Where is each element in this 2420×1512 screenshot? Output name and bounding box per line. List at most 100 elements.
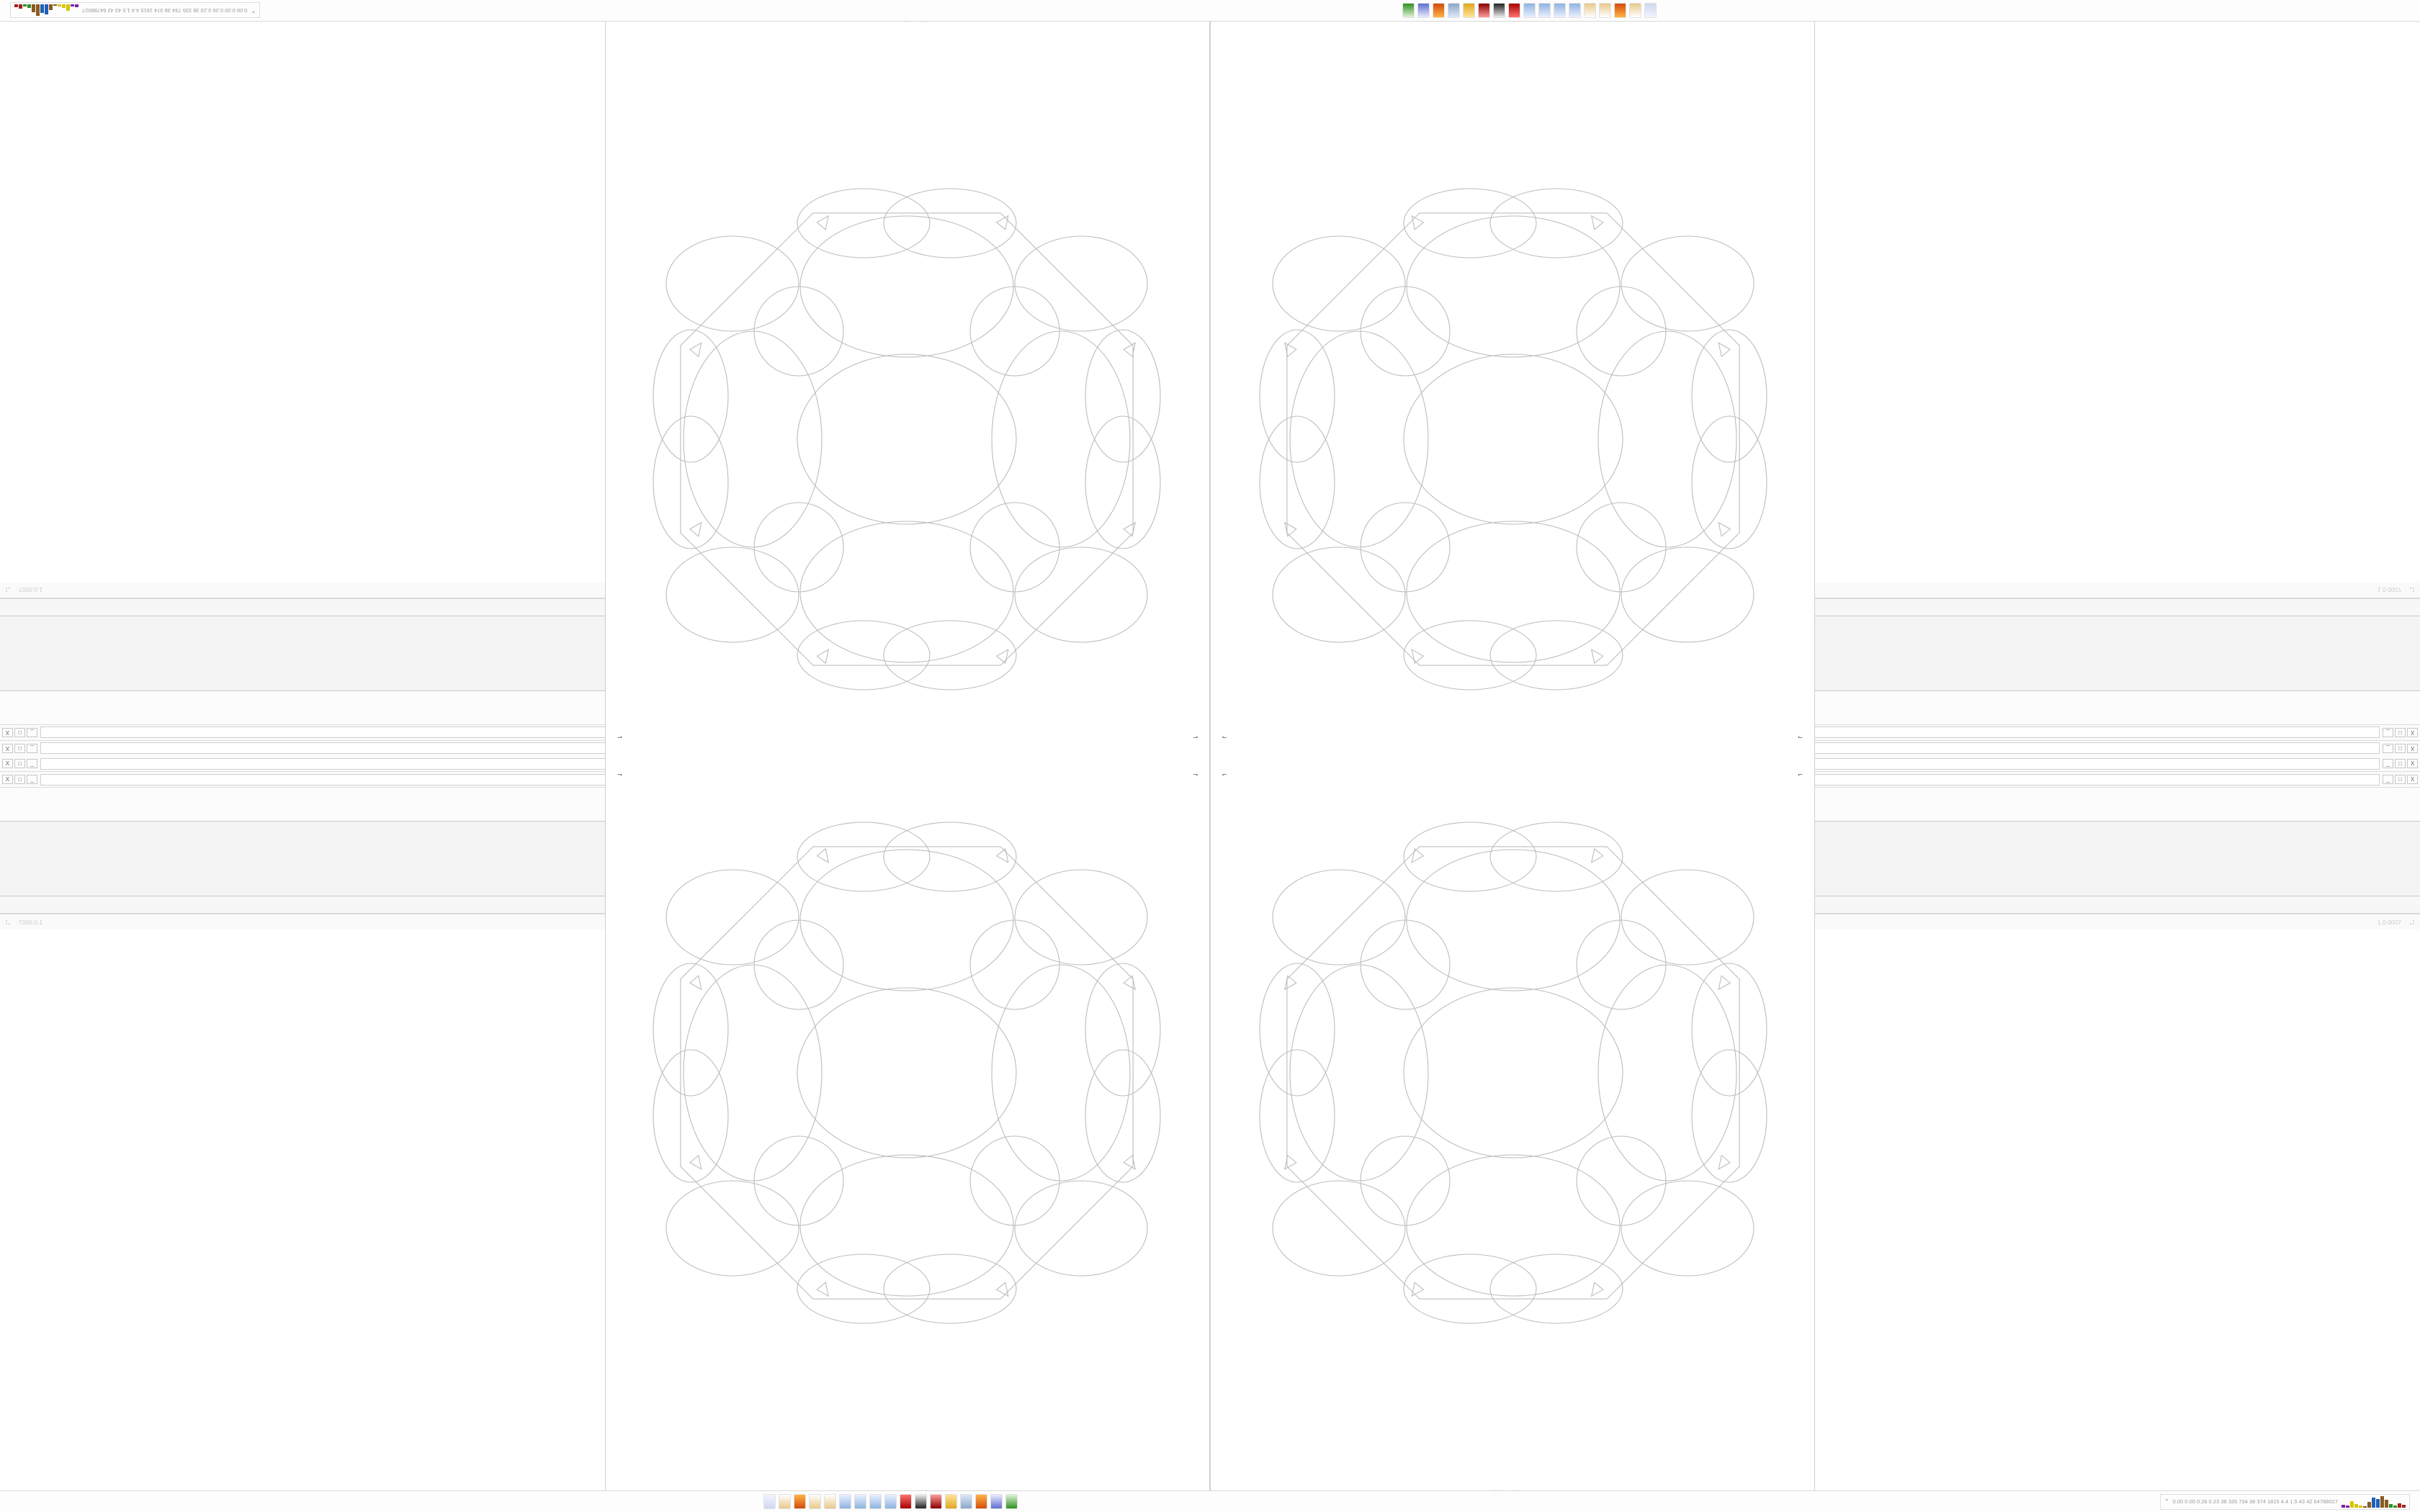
resize-grip[interactable] [2409, 587, 2416, 593]
taskbar-apps[interactable] [763, 1494, 1018, 1509]
palette-icon[interactable] [1569, 3, 1581, 18]
rhino-viewport-bl[interactable]: ⌐⌐Rhino ViewportFront▾ [605, 756, 1210, 1512]
floppy-green-icon[interactable] [1402, 3, 1415, 18]
firefox-icon[interactable] [1614, 3, 1626, 18]
minimize-button[interactable]: _ [27, 759, 37, 768]
window-controls-outer[interactable]: _ □ X [2383, 744, 2420, 753]
floppy-mb-icon[interactable] [1417, 3, 1430, 18]
close-button-inner[interactable]: X [2, 775, 13, 784]
viewport-axis-marker-right: ⌐ [1798, 733, 1803, 742]
close-button[interactable]: X [2, 744, 13, 753]
polyhedron-face [797, 1254, 931, 1324]
floppy-green-icon[interactable] [1005, 1494, 1018, 1509]
close-button-inner[interactable]: X [2407, 775, 2418, 784]
rhino-icon[interactable] [1584, 3, 1596, 18]
maximize-button-inner[interactable]: □ [2395, 775, 2406, 784]
tray-expand-icon[interactable]: ⌃ [2164, 1498, 2169, 1505]
window-controls[interactable]: _ □ X [2383, 728, 2420, 737]
minimize-button[interactable]: _ [27, 744, 37, 753]
window-controls[interactable]: _ □ X [2383, 775, 2420, 784]
window-controls-outer[interactable]: _ □ X [0, 759, 37, 768]
minimize-button[interactable]: _ [2383, 744, 2393, 753]
rhino-viewport-tl[interactable]: ⌐⌐Rhino ViewportFront▾ [605, 0, 1210, 756]
close-button[interactable]: X [2, 759, 13, 768]
rhino-icon[interactable] [1629, 3, 1641, 18]
window-controls[interactable]: _ □ X [0, 728, 37, 737]
polyhedron-face [797, 620, 931, 690]
notepad-icon[interactable] [1644, 3, 1657, 18]
sparkline-bar [19, 4, 22, 9]
app-red-icon[interactable] [900, 1494, 912, 1509]
polyhedron-face [1085, 329, 1161, 463]
polyhedron-face [1403, 1254, 1537, 1324]
notepad-icon[interactable] [763, 1494, 776, 1509]
floppy-mb-icon[interactable] [990, 1494, 1003, 1509]
subdivision-web [816, 215, 830, 230]
firefox-icon[interactable] [794, 1494, 806, 1509]
polyhedron-face [969, 919, 1060, 1010]
maximize-button-inner[interactable]: □ [14, 775, 25, 784]
resize-grip[interactable] [4, 587, 11, 593]
resize-grip[interactable] [2409, 919, 2416, 925]
app-can-icon[interactable] [930, 1494, 942, 1509]
window-controls[interactable]: _ □ X [0, 775, 37, 784]
minimize-button-inner[interactable]: _ [2383, 775, 2393, 784]
maximize-button[interactable]: □ [2395, 744, 2406, 753]
folder-icon[interactable] [945, 1494, 957, 1509]
palette-icon[interactable] [884, 1494, 897, 1509]
folder-icon[interactable] [1463, 3, 1475, 18]
palette-icon[interactable] [1538, 3, 1551, 18]
maximize-button[interactable]: □ [14, 744, 25, 753]
taskbar-apps[interactable] [1402, 3, 1657, 18]
maximize-button[interactable]: □ [2395, 759, 2406, 768]
sparkline-bar [53, 4, 57, 6]
rhino-icon[interactable] [824, 1494, 836, 1509]
system-tray[interactable]: ⌃ 0.00 0.00 0.26 0.23 38 335 734 38 374 1… [10, 2, 261, 19]
resize-grip[interactable] [4, 919, 11, 925]
calculator-icon[interactable] [1448, 3, 1460, 18]
app-red-icon[interactable] [1508, 3, 1520, 18]
window-controls-outer[interactable]: _ □ X [0, 744, 37, 753]
subdivision-web [995, 215, 1009, 230]
subdivision-web [816, 1282, 830, 1297]
rhino-icon[interactable] [779, 1494, 791, 1509]
palette-icon[interactable] [869, 1494, 882, 1509]
calculator-icon[interactable] [960, 1494, 972, 1509]
close-button[interactable]: X [2407, 744, 2418, 753]
system-tray[interactable]: ⌃ 0.00 0.00 0.26 0.23 38 335 734 38 374 1… [2159, 1493, 2410, 1510]
app-can-icon[interactable] [1478, 3, 1490, 18]
app-dark-icon[interactable] [1493, 3, 1505, 18]
firefox-icon[interactable] [1433, 3, 1445, 18]
minimize-button[interactable]: _ [2383, 759, 2393, 768]
close-button[interactable]: X [2407, 759, 2418, 768]
app-dark-icon[interactable] [915, 1494, 927, 1509]
taskbar-top-mirrored[interactable]: ⌃ 0.00 0.00 0.26 0.23 38 335 734 38 374 1… [0, 0, 2420, 22]
palette-icon[interactable] [1523, 3, 1536, 18]
rhino-icon[interactable] [809, 1494, 821, 1509]
subdivision-web [1284, 1154, 1297, 1170]
tray-expand-icon[interactable]: ⌃ [251, 7, 256, 14]
palette-icon[interactable] [839, 1494, 851, 1509]
minimize-button-inner[interactable]: _ [2383, 728, 2393, 737]
close-button-inner[interactable]: X [2407, 728, 2418, 737]
rhino-viewport-tr[interactable]: ⌐⌐Rhino ViewportFront▾ [1210, 0, 1815, 756]
sparkline-bar [2380, 1495, 2384, 1508]
palette-icon[interactable] [1554, 3, 1566, 18]
maximize-button[interactable]: □ [14, 759, 25, 768]
maximize-button-inner[interactable]: □ [2395, 728, 2406, 737]
rhino-icon[interactable] [1599, 3, 1611, 18]
window-controls-outer[interactable]: _ □ X [2383, 759, 2420, 768]
polyhedron-face [1085, 963, 1161, 1097]
palette-icon[interactable] [854, 1494, 866, 1509]
taskbar-bottom[interactable]: ⌃ 0.00 0.00 0.26 0.23 38 335 734 38 374 1… [0, 1490, 2420, 1512]
polyhedron-face [1489, 188, 1623, 258]
minimize-button-inner[interactable]: _ [27, 728, 37, 737]
polyhedron-face [1621, 1180, 1754, 1277]
minimize-button-inner[interactable]: _ [27, 775, 37, 784]
firefox-icon[interactable] [975, 1494, 987, 1509]
close-button-inner[interactable]: X [2, 728, 13, 737]
polyhedron-geometry [653, 822, 1161, 1324]
rhino-viewport-br[interactable]: ⌐⌐Rhino ViewportFront▾ [1210, 756, 1815, 1512]
maximize-button-inner[interactable]: □ [14, 728, 25, 737]
